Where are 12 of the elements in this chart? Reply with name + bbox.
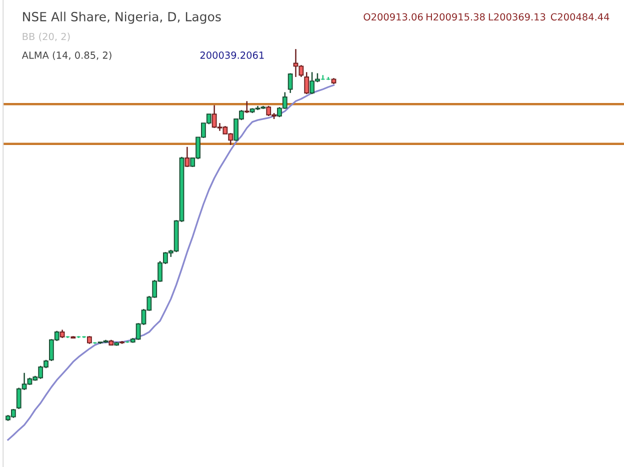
candlestick <box>244 100 250 114</box>
annotation: 200039.2061 <box>200 52 264 59</box>
text: C200484.44 <box>550 13 610 21</box>
text: BB (20, 2) <box>22 32 70 42</box>
chart-title: NSE All Share, Nigeria, D, Lagos <box>23 12 221 24</box>
candlestick <box>184 146 190 168</box>
annotation: ALMA (14, 0.85, 2) <box>22 51 112 60</box>
candlestick <box>288 72 293 94</box>
text: H200915.38 <box>426 13 485 21</box>
candlestick <box>304 72 310 95</box>
text: L200369.13 <box>488 13 546 21</box>
text: O200913.06 <box>364 13 423 21</box>
